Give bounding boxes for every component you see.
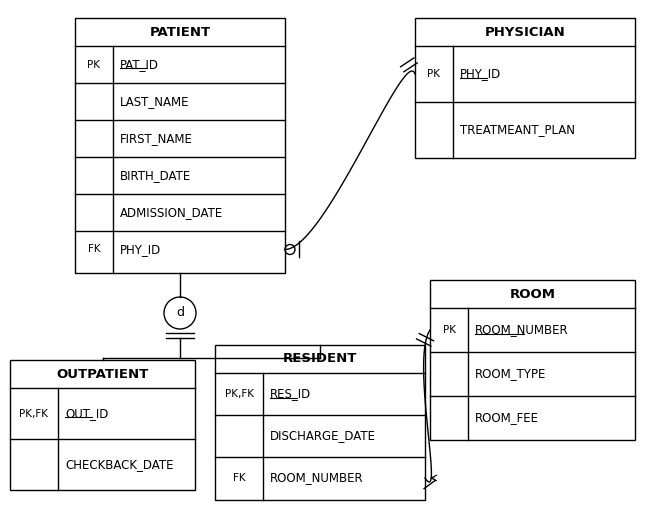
Text: PAT_ID: PAT_ID	[120, 58, 159, 71]
Text: DISCHARGE_DATE: DISCHARGE_DATE	[270, 430, 376, 443]
Text: PK: PK	[428, 69, 441, 79]
Text: PK: PK	[87, 59, 100, 69]
Text: FK: FK	[232, 473, 245, 483]
Text: FIRST_NAME: FIRST_NAME	[120, 132, 193, 145]
Text: RESIDENT: RESIDENT	[283, 353, 357, 365]
Text: CHECKBACK_DATE: CHECKBACK_DATE	[65, 458, 174, 471]
FancyBboxPatch shape	[10, 360, 195, 490]
Text: TREATMEANT_PLAN: TREATMEANT_PLAN	[460, 124, 575, 136]
Text: ROOM_FEE: ROOM_FEE	[475, 411, 539, 425]
Text: PHY_ID: PHY_ID	[460, 67, 501, 81]
Text: PK: PK	[443, 325, 456, 335]
Text: OUT_ID: OUT_ID	[65, 407, 108, 420]
Text: PHYSICIAN: PHYSICIAN	[484, 26, 565, 38]
FancyBboxPatch shape	[415, 18, 635, 158]
Text: ROOM_NUMBER: ROOM_NUMBER	[475, 323, 568, 337]
Text: PATIENT: PATIENT	[150, 26, 210, 38]
Text: ROOM: ROOM	[510, 288, 555, 300]
FancyBboxPatch shape	[215, 345, 425, 500]
FancyBboxPatch shape	[75, 18, 285, 273]
Text: LAST_NAME: LAST_NAME	[120, 95, 189, 108]
Text: PK,FK: PK,FK	[225, 389, 253, 399]
Text: BIRTH_DATE: BIRTH_DATE	[120, 169, 191, 182]
Text: d: d	[176, 307, 184, 319]
Text: RES_ID: RES_ID	[270, 387, 311, 401]
Text: ADMISSION_DATE: ADMISSION_DATE	[120, 206, 223, 219]
Text: FK: FK	[88, 244, 100, 254]
Text: ROOM_NUMBER: ROOM_NUMBER	[270, 472, 364, 484]
Text: PHY_ID: PHY_ID	[120, 243, 161, 256]
Text: OUTPATIENT: OUTPATIENT	[57, 367, 148, 381]
FancyBboxPatch shape	[430, 280, 635, 440]
Text: PK,FK: PK,FK	[20, 408, 49, 419]
Text: ROOM_TYPE: ROOM_TYPE	[475, 367, 546, 381]
